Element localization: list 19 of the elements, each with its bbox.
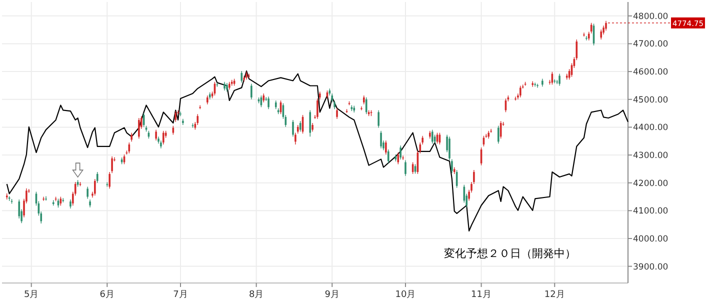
x-tick-label: 6月 [100,290,115,300]
x-tick-label: 10月 [395,290,416,300]
x-tick-label: 11月 [471,290,492,300]
y-tick-label: 3900.00 [633,262,668,272]
text: 変化予想２０日（開発中） [444,246,576,260]
x-tick-label: 8月 [248,290,264,300]
x-tick-label: 7月 [173,290,188,300]
y-tick-label: 4000.00 [633,234,668,244]
x-tick-label: 12月 [544,290,565,300]
y-tick-label: 4700.00 [633,40,668,50]
y-tick-label: 4400.00 [633,123,668,134]
x-tick-label: 9月 [324,290,340,300]
y-tick-label: 4600.00 [633,68,668,78]
y-tick-label: 4200.00 [633,178,668,189]
y-tick-label: 4500.00 [633,95,668,106]
x-tick-label: 5月 [24,290,39,300]
y-tick-label: 4300.00 [633,151,668,162]
line-series [6,70,629,232]
y-tick-label: 4100.00 [633,206,668,217]
